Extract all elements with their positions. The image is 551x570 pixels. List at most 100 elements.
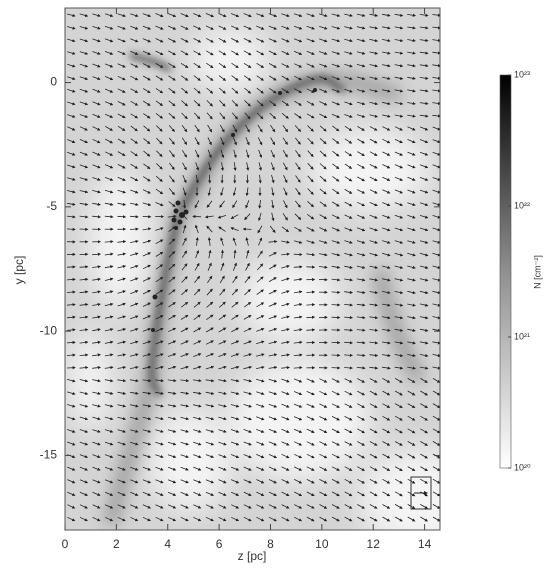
- velocity-arrow: [130, 302, 139, 307]
- velocity-arrow: [79, 76, 89, 81]
- velocity-arrow: [281, 328, 290, 332]
- velocity-arrow: [382, 290, 391, 295]
- velocity-arrow: [295, 175, 301, 183]
- velocity-arrow: [243, 454, 252, 459]
- velocity-arrow: [117, 240, 127, 244]
- velocity-arrow: [168, 38, 177, 43]
- velocity-arrow: [407, 13, 416, 17]
- velocity-arrow: [419, 177, 429, 181]
- velocity-arrow: [394, 252, 404, 257]
- velocity-arrow: [142, 252, 152, 257]
- velocity-arrow: [268, 25, 278, 30]
- velocity-arrow: [432, 441, 440, 446]
- velocity-arrow: [269, 100, 277, 107]
- velocity-arrow: [218, 226, 226, 232]
- velocity-arrow: [105, 138, 114, 144]
- velocity-arrow: [167, 404, 177, 408]
- colorbar-tick-label: 10²³: [514, 69, 530, 79]
- velocity-arrow: [268, 466, 277, 471]
- velocity-arrow: [230, 391, 240, 395]
- velocity-arrow: [357, 176, 366, 182]
- velocity-arrow: [117, 63, 126, 68]
- velocity-arrow: [155, 340, 164, 345]
- velocity-arrow: [281, 290, 290, 294]
- velocity-arrow: [407, 265, 416, 269]
- velocity-arrow: [193, 25, 202, 30]
- velocity-arrow: [295, 187, 301, 196]
- velocity-arrow: [419, 328, 429, 332]
- velocity-arrow: [331, 416, 340, 421]
- velocity-arrow: [293, 366, 303, 370]
- velocity-arrow: [232, 200, 238, 209]
- velocity-arrow: [407, 151, 416, 156]
- velocity-arrow: [256, 87, 264, 94]
- velocity-arrow: [193, 441, 202, 446]
- velocity-arrow: [394, 278, 404, 282]
- velocity-arrow: [344, 38, 353, 43]
- velocity-arrow: [369, 466, 378, 471]
- velocity-arrow: [382, 390, 391, 396]
- velocity-arrow: [155, 327, 164, 332]
- velocity-arrow: [218, 391, 227, 395]
- velocity-arrow: [130, 466, 139, 471]
- velocity-arrow: [306, 378, 315, 383]
- velocity-arrow: [245, 237, 249, 246]
- velocity-arrow: [180, 391, 190, 395]
- velocity-arrow: [407, 328, 416, 332]
- velocity-arrow: [268, 416, 278, 421]
- velocity-arrow: [117, 75, 126, 81]
- velocity-arrow: [206, 314, 214, 321]
- velocity-arrow: [130, 252, 139, 256]
- velocity-arrow: [219, 275, 225, 284]
- velocity-arrow: [104, 277, 114, 281]
- velocity-arrow: [356, 316, 366, 320]
- velocity-arrow: [256, 353, 265, 357]
- velocity-arrow: [92, 63, 101, 68]
- velocity-arrow: [407, 64, 416, 68]
- velocity-arrow: [205, 365, 215, 370]
- velocity-arrow: [142, 239, 152, 244]
- y-tick-label: -10: [40, 323, 58, 337]
- velocity-arrow: [344, 265, 353, 269]
- velocity-arrow: [420, 453, 428, 459]
- velocity-arrow: [331, 278, 341, 282]
- velocity-arrow: [206, 301, 214, 308]
- velocity-arrow: [394, 341, 404, 345]
- velocity-arrow: [281, 378, 290, 383]
- velocity-arrow: [382, 316, 391, 320]
- velocity-arrow: [79, 38, 89, 43]
- velocity-arrow: [344, 138, 353, 144]
- velocity-arrow: [331, 51, 341, 55]
- velocity-arrow: [243, 429, 252, 433]
- velocity-arrow: [105, 113, 114, 118]
- velocity-arrow: [356, 253, 366, 257]
- velocity-arrow: [432, 164, 440, 169]
- velocity-arrow: [67, 441, 76, 446]
- velocity-arrow: [92, 366, 101, 370]
- velocity-arrow: [155, 188, 164, 195]
- velocity-arrow: [167, 340, 177, 345]
- velocity-arrow: [244, 213, 251, 221]
- velocity-arrow: [318, 265, 328, 269]
- velocity-arrow: [394, 13, 404, 17]
- velocity-arrow: [357, 378, 366, 383]
- velocity-arrow: [407, 38, 416, 43]
- velocity-arrow: [180, 62, 189, 68]
- velocity-arrow: [306, 75, 315, 81]
- velocity-arrow: [307, 150, 314, 158]
- velocity-arrow: [319, 390, 328, 396]
- velocity-arrow: [382, 26, 391, 30]
- velocity-arrow: [344, 366, 353, 370]
- velocity-arrow: [181, 112, 188, 120]
- velocity-arrow: [281, 88, 290, 94]
- velocity-arrow: [432, 64, 440, 68]
- velocity-arrow: [142, 302, 151, 307]
- velocity-arrow: [66, 26, 76, 30]
- velocity-arrow: [369, 126, 378, 131]
- y-tick-label: -15: [40, 448, 58, 462]
- velocity-arrow: [182, 162, 187, 171]
- velocity-arrow: [168, 137, 175, 145]
- velocity-arrow: [268, 428, 278, 433]
- velocity-arrow: [156, 163, 163, 170]
- velocity-arrow: [332, 125, 340, 132]
